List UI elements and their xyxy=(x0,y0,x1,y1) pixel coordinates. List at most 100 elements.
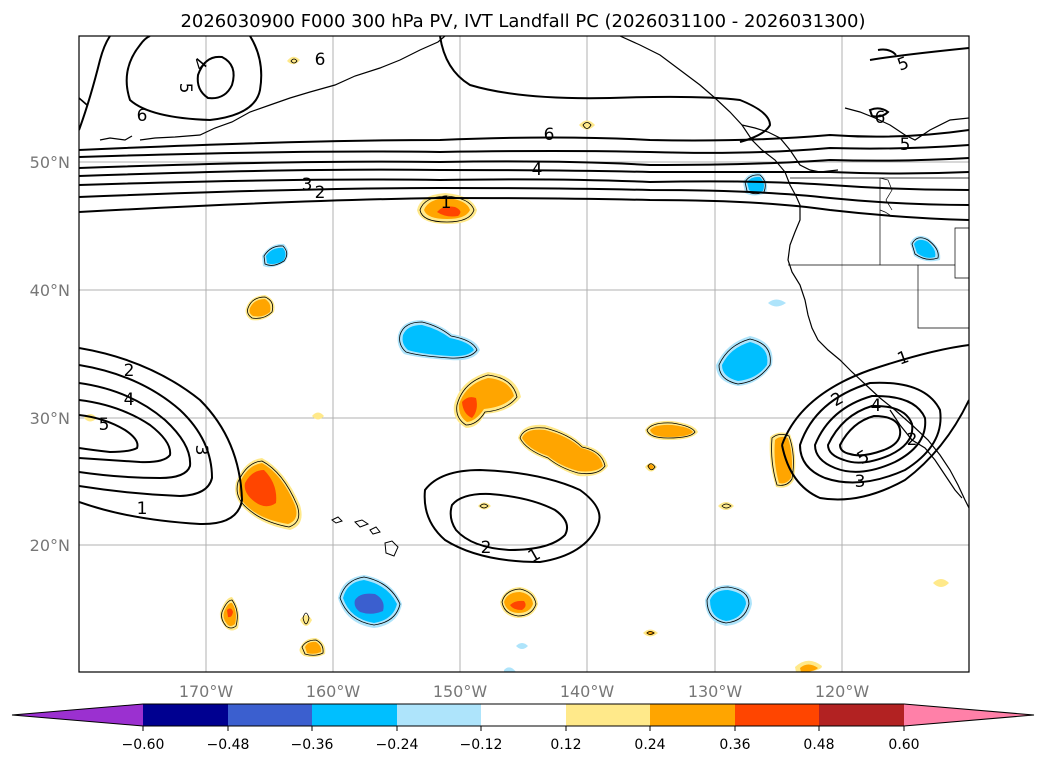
latitude-labels: 50°N 40°N 30°N 20°N xyxy=(30,153,70,555)
pv-contour-6-inland xyxy=(868,107,890,118)
map-frame xyxy=(78,35,970,673)
colorbar-band-4 xyxy=(397,704,481,726)
lat-label-30n: 30°N xyxy=(30,409,70,428)
colorbar-over-extension xyxy=(904,704,1034,726)
blob-124w-28n xyxy=(769,432,796,488)
blob-127w-48n xyxy=(743,172,768,196)
pv-contour-2 xyxy=(79,186,969,206)
pv-contour-2-central xyxy=(449,492,568,552)
blob-small-neg-1 xyxy=(768,299,786,307)
blob-155w-34n xyxy=(397,320,480,361)
clabel-5-east: 5 xyxy=(900,135,911,155)
blob-133w-29n xyxy=(645,420,698,440)
blob-small-neg-3 xyxy=(504,667,516,672)
colorbar-band-1 xyxy=(143,704,228,726)
blob-163w-42n xyxy=(262,243,289,268)
colorbar-band-3 xyxy=(312,704,397,726)
clabel-2-east-b: 2 xyxy=(907,430,918,450)
clabel-3-jet: 3 xyxy=(302,175,313,195)
negative-anomaly-fills xyxy=(262,172,941,672)
clabel-4-jet: 4 xyxy=(532,160,543,180)
pv-contour-5-north xyxy=(79,144,969,158)
clabel-1-jet: 1 xyxy=(441,193,452,213)
clabel-6-gulf: 6 xyxy=(544,125,555,145)
pv-contour-5-ne xyxy=(869,47,969,61)
pv-contour-6-gulf xyxy=(439,36,772,143)
lat-label-50n: 50°N xyxy=(30,153,70,172)
colorbar-tick-9: 0.48 xyxy=(803,737,834,753)
positive-anomaly-fills xyxy=(84,56,949,672)
pv-contour-1-west xyxy=(79,347,244,526)
clabel-6-north: 6 xyxy=(315,50,326,70)
clabel-3-east: 3 xyxy=(855,472,866,492)
pv-contour-1-east-lower xyxy=(781,399,969,501)
clabel-3-west: 3 xyxy=(191,445,211,456)
pv-contour-3 xyxy=(79,178,969,191)
colorbar-band-6 xyxy=(566,704,650,726)
lon-label-140w: 140°W xyxy=(560,682,615,701)
colorbar-tick-10: 0.60 xyxy=(888,737,919,753)
pv-contour-4-west xyxy=(79,399,172,464)
colorbar: −0.60 −0.48 −0.36 −0.24 −0.12 0.12 0.24 … xyxy=(11,703,1035,753)
clabel-4-west: 4 xyxy=(124,390,135,410)
blob-144w-27n xyxy=(518,424,608,477)
lon-label-120w: 120°W xyxy=(815,682,870,701)
colorbar-band-7 xyxy=(650,704,735,726)
coastline-inland-north xyxy=(844,107,969,141)
clabel-2-jet: 2 xyxy=(315,183,326,203)
clabel-4-east: 4 xyxy=(871,396,882,416)
pv-contour-4 xyxy=(79,157,969,169)
lon-label-170w: 170°W xyxy=(179,682,234,701)
lon-label-150w: 150°W xyxy=(433,682,488,701)
pv-contour-3-east xyxy=(813,394,927,473)
lon-label-130w: 130°W xyxy=(688,682,743,701)
pv-contour-2-east xyxy=(798,381,942,484)
clabel-1-west: 1 xyxy=(137,499,148,519)
colorbar-tick-marks xyxy=(142,726,905,731)
clabel-2-west: 2 xyxy=(124,361,135,381)
border-ut xyxy=(954,227,969,279)
pv-contour-3a xyxy=(79,168,969,177)
clabel-5-aleutian: 5 xyxy=(175,83,195,94)
pv-contour-4-east xyxy=(826,404,914,464)
colorbar-band-8 xyxy=(735,704,819,726)
coastline-baja xyxy=(889,409,963,499)
blob-150w-46n xyxy=(417,193,477,224)
blob-157w-16n xyxy=(338,575,402,628)
colorbar-under-extension xyxy=(12,704,143,726)
colorbar-tick-7: 0.24 xyxy=(634,737,665,753)
pv-contour-3-west xyxy=(79,382,192,480)
blob-146w-16n xyxy=(500,587,538,618)
colorbar-band-9 xyxy=(819,704,904,726)
pv-contours xyxy=(79,36,969,564)
pv-contour-5-aleutian xyxy=(196,55,235,100)
coastline-north-america xyxy=(619,36,969,509)
blob-168w-15n xyxy=(219,597,240,631)
lat-label-20n: 20°N xyxy=(30,536,70,555)
pv-contour-1-east-upper xyxy=(781,344,969,446)
pv-contour-6 xyxy=(79,129,969,151)
colorbar-tick-2: −0.48 xyxy=(207,737,250,753)
clabel-2-central: 2 xyxy=(481,538,492,558)
border-id xyxy=(879,209,891,216)
blob-150w-31n xyxy=(453,372,521,428)
lon-label-160w: 160°W xyxy=(306,682,361,701)
colorbar-tick-6: 0.12 xyxy=(550,737,581,753)
figure-title: 2026030900 F000 300 hPa PV, IVT Landfall… xyxy=(180,11,865,32)
blob-127w-33n xyxy=(716,336,773,386)
pv-contour-6-ne-small xyxy=(877,48,897,56)
pv-contour-1-central xyxy=(423,468,601,564)
blob-130w-15n xyxy=(705,585,752,626)
colorbar-tick-8: 0.36 xyxy=(719,737,750,753)
border-nv xyxy=(917,265,969,329)
contour-labels: 7 5 4 6 6 6 6 5 5 4 3 2 1 2 4 5 3 1 2 1 xyxy=(79,50,918,567)
pv-contour-7 xyxy=(79,36,111,131)
clabel-6-aleutian: 6 xyxy=(137,106,148,126)
map-panel: 7 5 4 6 6 6 6 5 5 4 3 2 1 2 4 5 3 1 2 1 xyxy=(78,35,970,673)
clabel-5-west: 5 xyxy=(99,415,110,435)
lat-label-40n: 40°N xyxy=(30,281,70,300)
clabel-6-inland: 6 xyxy=(875,108,886,128)
colorbar-tick-3: −0.36 xyxy=(291,737,334,753)
blob-small-neg-2 xyxy=(516,643,528,649)
